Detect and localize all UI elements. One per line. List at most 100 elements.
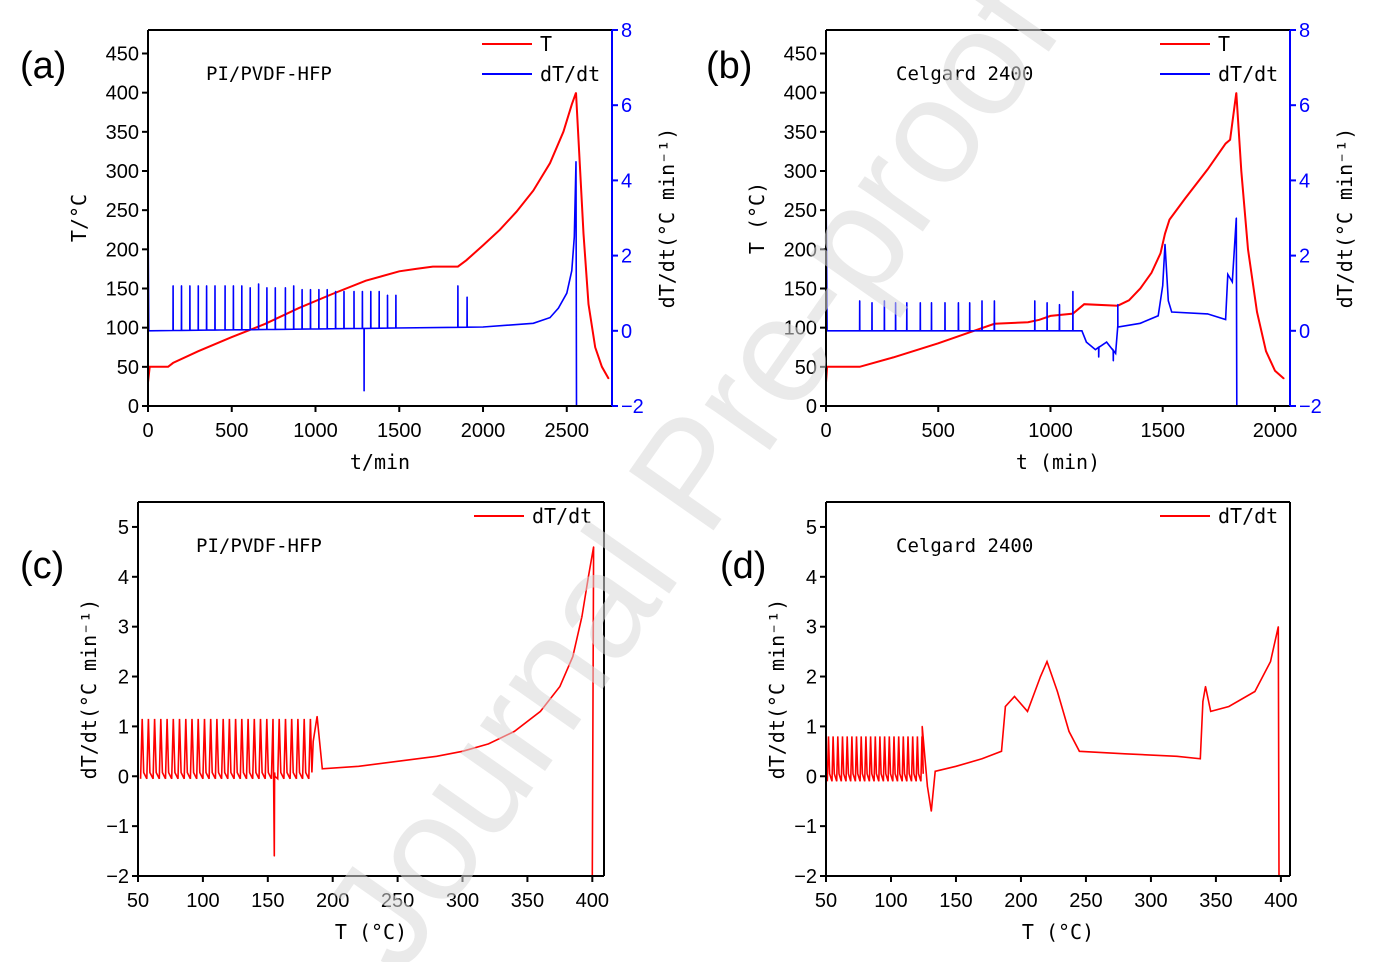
series-group (148, 92, 610, 407)
data-point (1228, 705, 1230, 708)
y-tick-label: −2 (794, 866, 817, 888)
series-group (139, 546, 595, 877)
y-tick-label: 1 (806, 716, 817, 738)
x-tick-label: 300 (446, 890, 479, 912)
data-point (572, 655, 574, 658)
data-point (859, 366, 861, 368)
y-tick-label: 3 (806, 617, 817, 639)
data-point (1274, 370, 1276, 372)
data-point (930, 810, 932, 812)
series-line-dTdt (826, 184, 1238, 407)
x-tick-label: 100 (874, 890, 907, 912)
spike-point (274, 286, 276, 289)
data-point (549, 162, 551, 164)
x-axis-label: t (min) (1016, 450, 1100, 474)
x-tick-label: 500 (215, 420, 248, 442)
data-point (892, 356, 894, 359)
data-point (1157, 315, 1159, 317)
y-axis-label: T/°C (67, 194, 91, 242)
spike-point (386, 294, 389, 296)
sample-annotation: Celgard 2400 (896, 535, 1033, 557)
x-axis-label: t/min (350, 450, 410, 474)
spike-point (343, 290, 345, 292)
spike-point (457, 285, 459, 287)
panel-label: (c) (20, 545, 64, 587)
data-point (1159, 252, 1162, 254)
data-point (1235, 92, 1237, 94)
data-point (587, 576, 590, 578)
data-point (577, 139, 580, 141)
y-tick-label: 300 (106, 161, 139, 183)
data-point (365, 280, 367, 282)
data-point (1038, 319, 1040, 321)
legend: TdT/dt (1160, 32, 1278, 86)
data-point (149, 366, 151, 368)
legend-label: T (1218, 32, 1230, 56)
data-point (1085, 341, 1087, 343)
data-point (581, 616, 583, 618)
spike-point (224, 285, 226, 287)
data-point (1207, 313, 1209, 315)
y2-tick-label: 4 (621, 170, 632, 192)
data-point (1199, 758, 1201, 760)
data-point (575, 92, 577, 94)
x-tick-label: 350 (1199, 890, 1232, 912)
data-point (482, 244, 484, 247)
data-point (1150, 272, 1153, 274)
data-point (1164, 233, 1166, 235)
y-tick-label: 450 (106, 44, 139, 66)
spike-point (871, 302, 873, 304)
data-point (1207, 168, 1209, 171)
y-tick-label: 5 (806, 517, 817, 539)
data-point (559, 685, 561, 688)
data-point (926, 785, 928, 787)
series-line-dTdt (139, 546, 595, 877)
spike-point (309, 288, 312, 291)
y2-tick-label: 6 (1299, 95, 1310, 117)
data-point (1265, 350, 1267, 352)
panel-label: (d) (720, 545, 766, 587)
x-tick-label: 100 (186, 890, 219, 912)
series-group (826, 626, 1280, 877)
y-tick-label: 4 (806, 567, 817, 589)
data-point (1269, 660, 1272, 663)
data-point (1117, 326, 1119, 328)
data-point (1227, 273, 1229, 275)
y-tick-label: 2 (806, 667, 817, 689)
data-point (981, 758, 983, 760)
x-tick-label: 2000 (461, 420, 506, 442)
x-tick-label: 2500 (545, 420, 590, 442)
y-tick-label: 150 (106, 279, 139, 301)
data-point (432, 265, 434, 268)
y-tick-label: 450 (784, 44, 817, 66)
y-tick-label: −1 (794, 816, 817, 838)
x-tick-label: 0 (142, 420, 153, 442)
data-point (601, 366, 603, 368)
x-tick-label: 250 (381, 890, 414, 912)
y-tick-label: 0 (118, 766, 129, 788)
spike-point (318, 288, 320, 291)
y-axis-label: dT/dt(°C min⁻¹) (77, 599, 101, 780)
data-point (587, 303, 590, 305)
data-point (231, 336, 233, 338)
panel-d: 50 100 150 200 250 300 350 400 −2 −1 0 1 2 3 4 5 T (°C) d… (720, 501, 1298, 944)
x-tick-label: 150 (251, 890, 284, 912)
data-point (312, 740, 314, 742)
data-point (1224, 142, 1227, 145)
y-tick-label: 200 (784, 239, 817, 261)
y-tick-label: 50 (117, 357, 139, 379)
spike-point (1117, 303, 1119, 306)
legend: dT/dt (474, 504, 592, 528)
data-point (1247, 248, 1249, 250)
y-tick-label: −1 (106, 816, 129, 838)
x-tick-label: 150 (939, 890, 972, 912)
data-point (1168, 218, 1171, 221)
data-point (1139, 322, 1141, 324)
x-tick-label: 1500 (377, 420, 422, 442)
x-tick-label: 0 (820, 420, 831, 442)
spike-point (353, 290, 355, 292)
spike-point (906, 302, 908, 304)
y2-tick-label: 8 (1299, 20, 1310, 42)
spike-point (1112, 360, 1114, 362)
